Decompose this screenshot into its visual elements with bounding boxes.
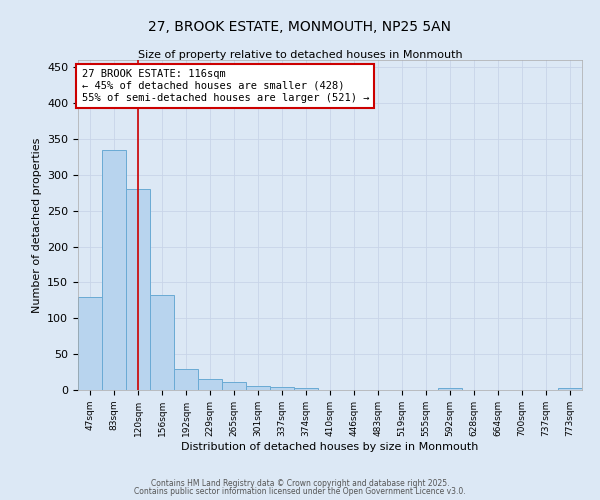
X-axis label: Distribution of detached houses by size in Monmouth: Distribution of detached houses by size … — [181, 442, 479, 452]
Bar — [102, 150, 126, 390]
Bar — [78, 296, 102, 390]
Bar — [246, 386, 270, 390]
Bar — [558, 388, 582, 390]
Bar — [294, 388, 318, 390]
Text: 27, BROOK ESTATE, MONMOUTH, NP25 5AN: 27, BROOK ESTATE, MONMOUTH, NP25 5AN — [149, 20, 452, 34]
Text: Size of property relative to detached houses in Monmouth: Size of property relative to detached ho… — [137, 50, 463, 60]
Y-axis label: Number of detached properties: Number of detached properties — [32, 138, 41, 312]
Bar — [270, 387, 294, 390]
Text: Contains public sector information licensed under the Open Government Licence v3: Contains public sector information licen… — [134, 487, 466, 496]
Bar — [150, 294, 174, 390]
Bar — [174, 369, 198, 390]
Bar — [126, 189, 150, 390]
Bar — [198, 378, 222, 390]
Text: Contains HM Land Registry data © Crown copyright and database right 2025.: Contains HM Land Registry data © Crown c… — [151, 478, 449, 488]
Text: 27 BROOK ESTATE: 116sqm
← 45% of detached houses are smaller (428)
55% of semi-d: 27 BROOK ESTATE: 116sqm ← 45% of detache… — [82, 70, 369, 102]
Bar — [222, 382, 246, 390]
Bar — [438, 388, 462, 390]
